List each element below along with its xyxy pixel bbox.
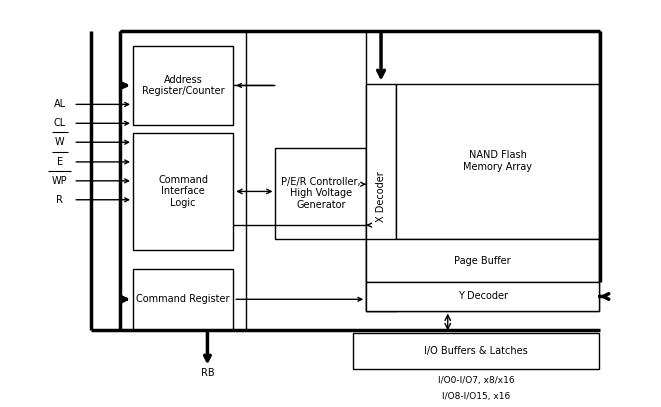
Bar	[366, 239, 600, 282]
Text: Command Register: Command Register	[136, 294, 230, 304]
Text: Address
Register/Counter: Address Register/Counter	[142, 74, 225, 96]
Text: R: R	[56, 195, 63, 205]
Text: I/O0-I/O7, x8/x16: I/O0-I/O7, x8/x16	[438, 376, 514, 385]
Text: Command
Interface
Logic: Command Interface Logic	[158, 175, 208, 208]
Text: P/E/R Controller,
High Voltage
Generator: P/E/R Controller, High Voltage Generator	[281, 177, 361, 210]
Text: I/O Buffers & Latches: I/O Buffers & Latches	[424, 346, 528, 357]
Text: WP: WP	[52, 176, 67, 186]
Bar	[396, 83, 600, 239]
Text: Page Buffer: Page Buffer	[454, 256, 511, 265]
Bar	[133, 46, 233, 125]
Text: E: E	[57, 157, 63, 167]
Text: CL: CL	[54, 118, 66, 128]
Bar	[366, 83, 396, 311]
Text: W: W	[55, 137, 65, 147]
Bar	[133, 269, 233, 330]
Bar	[366, 282, 600, 311]
Text: I/O8-I/O15, x16: I/O8-I/O15, x16	[442, 392, 510, 401]
Bar	[133, 133, 233, 250]
Text: Y Decoder: Y Decoder	[457, 291, 508, 302]
Text: NAND Flash
Memory Array: NAND Flash Memory Array	[463, 150, 532, 172]
Text: RB: RB	[200, 368, 214, 378]
Bar	[276, 148, 366, 239]
Bar	[366, 31, 600, 311]
Text: X Decoder: X Decoder	[376, 172, 386, 223]
Bar	[120, 31, 247, 330]
Bar	[353, 333, 600, 369]
Text: AL: AL	[54, 99, 66, 109]
